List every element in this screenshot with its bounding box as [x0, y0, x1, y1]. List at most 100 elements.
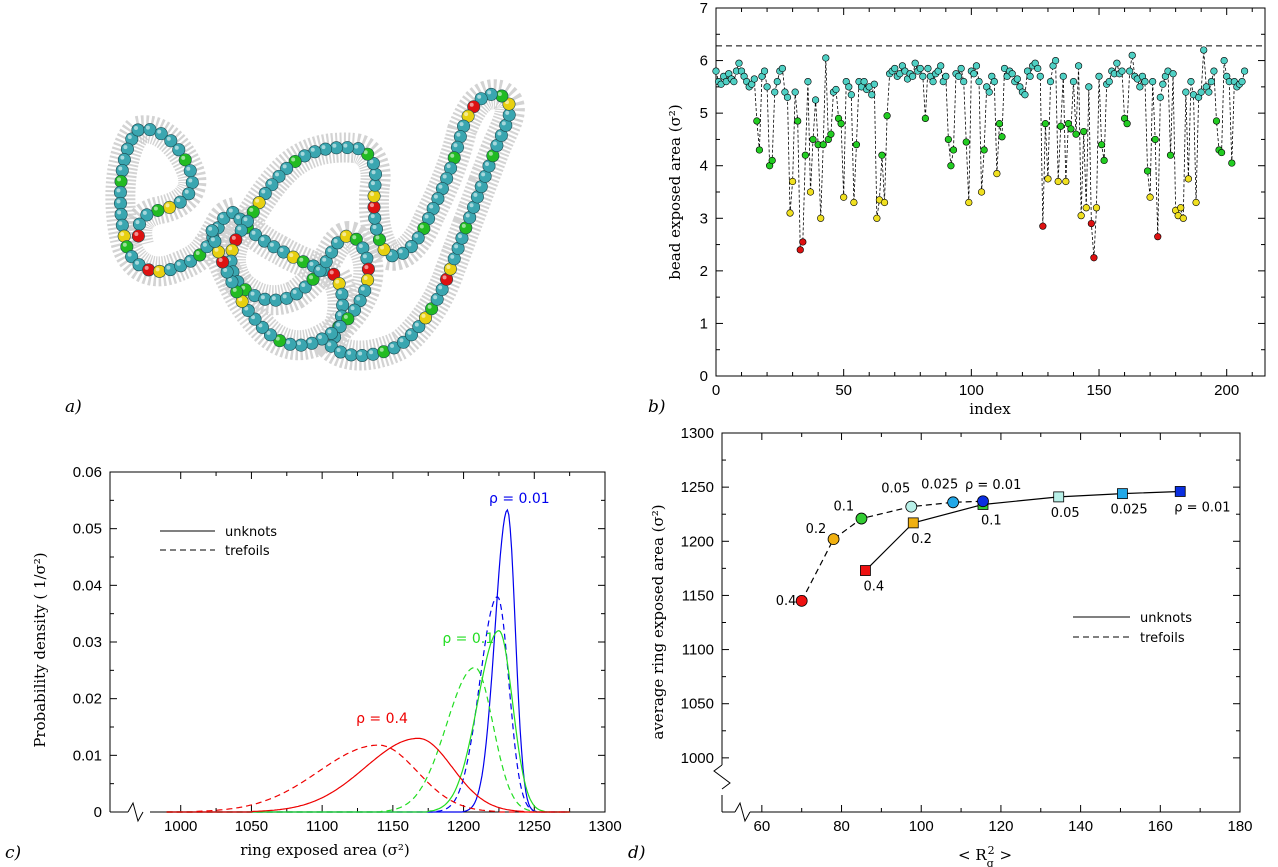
- polymer-bead-highlight: [299, 257, 304, 262]
- chart-d-point-label: 0.025: [921, 477, 958, 492]
- polymer-bead-highlight: [407, 330, 412, 335]
- polymer-bead-highlight: [145, 125, 150, 130]
- chart-d-point-label: 0.05: [881, 482, 910, 497]
- polymer-bead-highlight: [208, 226, 213, 231]
- polymer-bead-highlight: [186, 257, 191, 262]
- chart-b-point: [845, 83, 853, 91]
- polymer-bead-highlight: [255, 198, 260, 203]
- polymer-bead-highlight: [214, 247, 219, 252]
- polymer-bead-highlight: [398, 249, 403, 254]
- polymer-bead: [369, 222, 383, 236]
- chart-b-point: [796, 246, 804, 254]
- chart-d-ytick-label: 1100: [682, 642, 714, 659]
- polymer-bead-highlight: [166, 265, 171, 270]
- polymer-bead: [344, 348, 358, 362]
- chart-b-point: [965, 198, 973, 207]
- chart-b-point: [837, 120, 845, 128]
- polymer-bead: [205, 224, 219, 238]
- polymer-bead-highlight: [380, 245, 385, 250]
- polymer-bead-highlight: [271, 296, 276, 301]
- chart-c-ytick-label: 0.03: [73, 634, 102, 651]
- polymer-bead: [115, 163, 129, 177]
- polymer-bead-highlight: [424, 214, 429, 219]
- chart-b-point: [1210, 67, 1218, 75]
- chart-c-ytick-label: 0.04: [73, 577, 102, 594]
- chart-b-point: [868, 91, 876, 99]
- chart-b-point: [760, 67, 769, 75]
- polymer-bead-highlight: [407, 242, 412, 247]
- polymer-bead: [396, 246, 410, 260]
- polymer-bead-highlight: [438, 184, 443, 189]
- polymer-bead-highlight: [370, 192, 375, 197]
- polymer-bead-highlight: [370, 214, 375, 219]
- polymer-bead-highlight: [354, 144, 359, 149]
- chart-b-point: [949, 146, 958, 154]
- polymer-bead-highlight: [243, 217, 248, 222]
- chart-d-point-trefoils: [947, 496, 960, 509]
- chart-b-point: [1136, 83, 1144, 91]
- chart-b-point: [972, 62, 981, 70]
- polymer-bead-highlight: [174, 145, 179, 150]
- polymer-bead: [368, 178, 382, 192]
- chart-c-series-label: ρ = 0.1: [442, 631, 494, 647]
- chart-c-legend-trefoils: trefoils: [225, 544, 270, 559]
- polymer-bead-highlight: [282, 294, 287, 299]
- polymer-bead-highlight: [438, 285, 443, 290]
- polymer-bead-highlight: [327, 342, 332, 347]
- polymer-bead-highlight: [504, 100, 509, 105]
- polymer-bead-highlight: [370, 181, 375, 186]
- polymer-bead: [355, 348, 369, 362]
- chart-b-xtick-label: 0: [712, 382, 720, 399]
- chart-d-legend-unknots: unknots: [1140, 611, 1192, 626]
- chart-b-point: [1074, 62, 1083, 70]
- chart-b-xtick-label: 50: [835, 382, 852, 399]
- chart-c-ytick-label: 0.02: [73, 691, 102, 708]
- polymer-bead-highlight: [291, 157, 296, 162]
- polymer-bead-highlight: [142, 210, 147, 215]
- chart-b-point: [960, 77, 968, 86]
- chart-b-ytick-label: 3: [700, 210, 708, 227]
- chart-b-point: [1205, 88, 1213, 96]
- chart-d-point-unknots: [860, 565, 871, 576]
- polymer-bead-highlight: [343, 143, 348, 148]
- chart-b-ytick-label: 4: [700, 158, 708, 175]
- chart-b-point: [1118, 67, 1126, 75]
- chart-b-point: [1184, 175, 1192, 183]
- chart-b-point: [985, 88, 993, 96]
- chart-c-xtick-label: 1100: [306, 818, 338, 835]
- chart-d-xlabel: < Rg2 >: [958, 844, 1012, 867]
- chart-b-point: [1220, 56, 1228, 65]
- chart-c-series-label: ρ = 0.01: [489, 491, 550, 507]
- chart-b-point: [771, 88, 779, 96]
- chart-b-point: [880, 198, 889, 207]
- polymer-bead: [351, 142, 365, 156]
- polymer-bead: [131, 123, 145, 137]
- polymer-bead-highlight: [321, 145, 326, 150]
- chart-b-point: [750, 75, 758, 83]
- chart-c-legend-unknots: unknots: [225, 525, 277, 540]
- chart-d-xtick-label: 160: [1148, 818, 1173, 835]
- polymer-bead-highlight: [188, 178, 193, 183]
- polymer-bead-highlight: [465, 213, 470, 218]
- chart-b-point: [1072, 130, 1080, 138]
- chart-b-point: [819, 141, 827, 149]
- chart-b-point: [891, 64, 899, 73]
- polymer-bead-highlight: [421, 313, 426, 318]
- panel-label-b: b): [648, 397, 666, 417]
- chart-b-point: [811, 96, 820, 104]
- chart-b-point: [1154, 233, 1162, 241]
- chart-b-point: [806, 188, 815, 196]
- polymer-bead: [360, 251, 374, 265]
- polymer-bead-highlight: [369, 350, 374, 355]
- polymer-bead-highlight: [307, 339, 312, 344]
- polymer-bead-highlight: [364, 265, 369, 270]
- polymer-bead: [367, 189, 381, 203]
- chart-b-point: [832, 85, 840, 94]
- polymer-bead-highlight: [223, 268, 228, 273]
- polymer-bead-highlight: [244, 306, 249, 311]
- polymer-bead-highlight: [135, 260, 140, 265]
- polymer-bead-highlight: [369, 159, 374, 164]
- chart-b-point: [980, 146, 988, 154]
- polymer-bead: [340, 141, 354, 155]
- chart-b-point: [1187, 77, 1195, 86]
